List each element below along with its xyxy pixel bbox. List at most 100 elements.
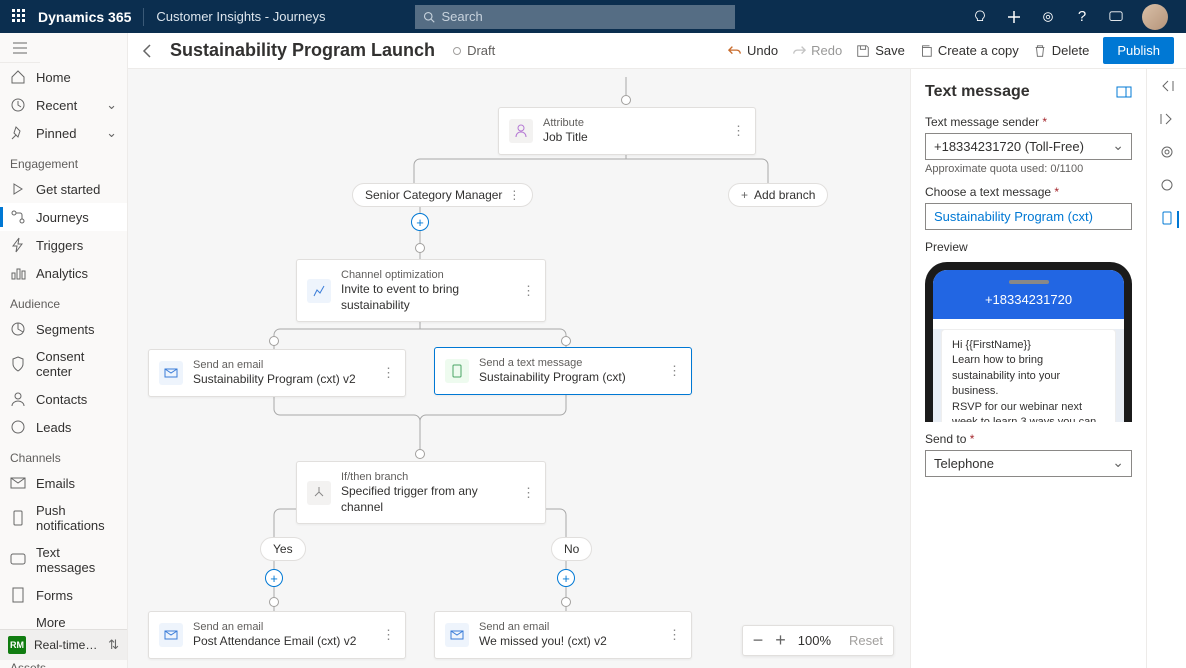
panel-title: Text message: [925, 83, 1132, 101]
more-icon[interactable]: ⋮: [660, 627, 681, 643]
quota-hint: Approximate quota used: 0/1100: [925, 163, 1132, 175]
node-ifthen[interactable]: If/then branchSpecified trigger from any…: [296, 461, 546, 524]
nav-consent[interactable]: Consent center: [0, 343, 127, 385]
node-email-yes[interactable]: Send an emailPost Attendance Email (cxt)…: [148, 611, 406, 659]
plus-icon[interactable]: [1006, 9, 1022, 25]
flow-dot: [415, 449, 425, 459]
nav-pinned[interactable]: Pinned⌄: [0, 119, 127, 147]
chat-icon[interactable]: [1108, 9, 1124, 25]
add-step-button[interactable]: +: [557, 569, 575, 587]
sender-value: +18334231720 (Toll-Free): [925, 133, 1132, 160]
label: If/then branch: [341, 470, 504, 484]
more-icon[interactable]: ⋮: [514, 283, 535, 299]
mail-icon: [159, 361, 183, 385]
nav-contacts[interactable]: Contacts: [0, 385, 127, 413]
nav-text[interactable]: Text messages: [0, 539, 127, 581]
redo-button[interactable]: Redo: [792, 43, 842, 58]
nav-toggle[interactable]: [0, 33, 40, 63]
app-name: Customer Insights - Journeys: [156, 9, 325, 24]
branch-yes[interactable]: Yes: [260, 537, 306, 561]
publish-button[interactable]: Publish: [1103, 37, 1174, 64]
copy-button[interactable]: Create a copy: [919, 43, 1019, 58]
sms-icon: [445, 359, 469, 383]
expand-icon[interactable]: [1116, 86, 1132, 98]
undo-button[interactable]: Undo: [728, 43, 778, 58]
branch-no[interactable]: No: [551, 537, 592, 561]
user-avatar[interactable]: [1142, 4, 1168, 30]
add-branch-button[interactable]: + Add branch: [728, 183, 828, 207]
zoom-in-button[interactable]: +: [775, 630, 786, 651]
area-label: Real-time marketi…: [34, 638, 100, 652]
attribute-icon: [509, 119, 533, 143]
more-icon[interactable]: ⋮: [508, 188, 520, 202]
sendto-select[interactable]: Telephone: [925, 450, 1132, 477]
nav-journeys[interactable]: Journeys: [0, 203, 127, 231]
add-step-button[interactable]: +: [411, 213, 429, 231]
nav-analytics[interactable]: Analytics: [0, 259, 127, 287]
label: Redo: [811, 43, 842, 58]
journey-canvas[interactable]: AttributeJob Title ⋮ Senior Category Man…: [128, 69, 910, 668]
label: Senior Category Manager: [365, 188, 502, 202]
nav-triggers[interactable]: Triggers: [0, 231, 127, 259]
nav-segments[interactable]: Segments: [0, 315, 127, 343]
node-email-no[interactable]: Send an emailWe missed you! (cxt) v2 ⋮: [434, 611, 692, 659]
divider: [143, 8, 144, 26]
undo-icon: [728, 44, 742, 58]
help-icon[interactable]: ?: [1074, 9, 1090, 25]
phone-preview: +18334231720 Hi {{FirstName}} Learn how …: [925, 262, 1132, 422]
message-bubble: Hi {{FirstName}} Learn how to bring sust…: [941, 329, 1116, 422]
nav-emails[interactable]: Emails: [0, 469, 127, 497]
brand-name: Dynamics 365: [38, 9, 131, 25]
nav-label: Recent: [36, 98, 77, 113]
bolt-icon: [10, 237, 26, 253]
title: We missed you! (cxt) v2: [479, 634, 607, 650]
nav-push[interactable]: Push notifications: [0, 497, 127, 539]
zoom-reset-button[interactable]: Reset: [849, 633, 883, 648]
node-email-1[interactable]: Send an emailSustainability Program (cxt…: [148, 349, 406, 397]
more-icon[interactable]: ⋮: [724, 123, 745, 139]
header-actions: ?: [972, 4, 1178, 30]
rail-phone-icon[interactable]: [1161, 211, 1179, 228]
nav-label: Analytics: [36, 266, 88, 281]
node-attribute[interactable]: AttributeJob Title ⋮: [498, 107, 756, 155]
trash-icon: [1033, 44, 1047, 58]
nav-forms[interactable]: Forms: [0, 581, 127, 609]
gear-icon[interactable]: [1040, 9, 1056, 25]
nav-get-started[interactable]: Get started: [0, 175, 127, 203]
branch-pill-left[interactable]: Senior Category Manager ⋮: [352, 183, 533, 207]
more-icon[interactable]: ⋮: [374, 627, 395, 643]
status-dot-icon: [453, 47, 461, 55]
nav-label: Contacts: [36, 392, 87, 407]
nav-leads[interactable]: Leads: [0, 413, 127, 441]
node-text-message[interactable]: Send a text messageSustainability Progra…: [434, 347, 692, 395]
zoom-out-button[interactable]: −: [753, 630, 764, 651]
node-channel-optimization[interactable]: Channel optimizationInvite to event to b…: [296, 259, 546, 322]
app-launcher-icon[interactable]: [12, 9, 28, 25]
title: Sustainability Program (cxt) v2: [193, 372, 356, 388]
nav-label: Emails: [36, 476, 75, 491]
back-icon[interactable]: [140, 43, 156, 59]
delete-button[interactable]: Delete: [1033, 43, 1090, 58]
more-icon[interactable]: ⋮: [374, 365, 395, 381]
add-step-button[interactable]: +: [265, 569, 283, 587]
flow-dot: [415, 243, 425, 253]
rail-target-icon[interactable]: [1160, 145, 1174, 162]
lightbulb-icon[interactable]: [972, 9, 988, 25]
rail-gear-icon[interactable]: [1160, 178, 1174, 195]
sender-select[interactable]: +18334231720 (Toll-Free): [925, 133, 1132, 160]
nav-home[interactable]: Home: [0, 63, 127, 91]
area-switcher[interactable]: RM Real-time marketi… ⇅: [0, 629, 127, 660]
global-search[interactable]: Search: [415, 5, 735, 29]
more-icon[interactable]: ⋮: [514, 485, 535, 501]
rail-exit-icon[interactable]: [1160, 112, 1174, 129]
nav-recent[interactable]: Recent⌄: [0, 91, 127, 119]
more-icon[interactable]: ⋮: [660, 363, 681, 379]
form-icon: [10, 587, 26, 603]
rail-expand-icon[interactable]: [1160, 79, 1174, 96]
copy-icon: [919, 44, 933, 58]
save-button[interactable]: Save: [856, 43, 905, 58]
label: Add branch: [754, 188, 815, 202]
zoom-level: 100%: [798, 633, 831, 648]
label: Undo: [747, 43, 778, 58]
message-lookup[interactable]: Sustainability Program (cxt): [925, 203, 1132, 230]
